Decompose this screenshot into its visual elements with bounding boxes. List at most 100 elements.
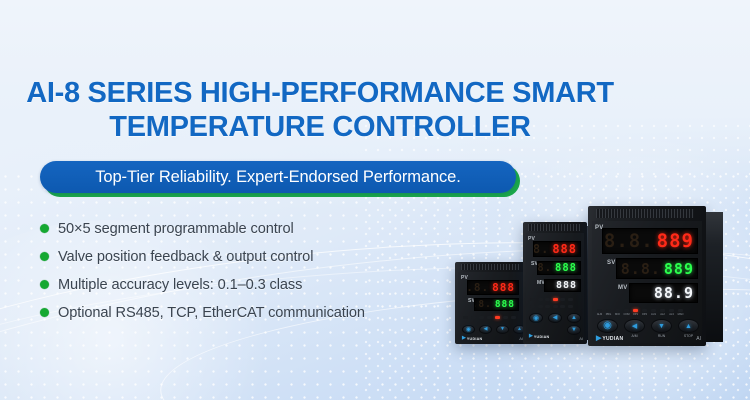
indicator-led-label: MAN	[677, 312, 684, 316]
run-button-small[interactable]: ▼	[496, 325, 509, 334]
tagline-text: Top-Tier Reliability. Expert-Endorsed Pe…	[95, 167, 461, 186]
down-arrow-icon: ▼	[658, 322, 665, 330]
brand-logo-large: ▶ YUDIAN	[596, 335, 623, 342]
indicator-led-label: MIO	[615, 312, 620, 316]
tagline-badge-wrapper: Top-Tier Reliability. Expert-Endorsed Pe…	[40, 161, 520, 197]
display-pv-medium: 8.8. 888	[533, 241, 581, 257]
indicator-led	[552, 305, 558, 308]
indicator-led-label: AL2	[660, 312, 665, 316]
indicator-led-label: OP1	[632, 312, 639, 316]
display-mv-large-value: 88.9	[653, 284, 694, 302]
display-sv-medium: 8.8. 888	[537, 261, 581, 275]
display-sv-small-value: 888	[494, 299, 515, 310]
list-item: Valve position feedback & output control	[40, 244, 470, 269]
indicator-led	[487, 316, 492, 319]
left-arrow-icon: ◀	[631, 322, 638, 330]
run-button-label: RUN	[657, 334, 666, 338]
auto-manual-button-large[interactable]: ◀ A/M	[624, 319, 645, 338]
indicator-led: MAN	[678, 309, 683, 316]
brand-logo-medium: ▶ YUDIAN	[529, 334, 549, 339]
up-arrow-icon: ▲	[685, 322, 692, 330]
power-button-large[interactable]: ◉	[597, 319, 618, 333]
indicator-led	[567, 305, 573, 308]
button-row-medium: ◉ ◀ ▲	[529, 313, 581, 323]
brand-mark-icon: ▶	[596, 335, 602, 342]
list-item: Multiple accuracy levels: 0.1–0.3 class	[40, 272, 470, 297]
display-pv-large: 8.8. 889	[602, 228, 698, 254]
model-label-medium: AI	[579, 336, 583, 341]
indicator-led-row-large: ALM PRG MIO COM OP1 OP2 AU1 AL2 AL3 MAN	[597, 309, 683, 316]
auto-manual-button-medium[interactable]: ◀	[548, 313, 562, 323]
indicator-led: AL2	[660, 309, 665, 316]
stop-button-large[interactable]: ▲ STOP	[678, 319, 699, 338]
indicator-led	[537, 298, 543, 301]
indicator-led	[479, 316, 484, 319]
model-label-small: AI	[519, 336, 523, 341]
power-button-small[interactable]: ◉	[462, 325, 475, 334]
display-sv-small: 8.8. 888	[474, 298, 519, 311]
indicator-led: MIO	[615, 309, 620, 316]
indicator-led	[463, 316, 468, 319]
controller-device-medium: PV 8.8. 888 SV 8.8. 888 MV 888	[523, 222, 593, 344]
display-pv-small: 8.8. 888	[467, 280, 519, 295]
controller-device-small: PV 8.8. 888 SV 8.8. 888	[455, 262, 533, 344]
display-pv-small-value: 888	[492, 281, 515, 294]
indicator-led-row-small	[463, 316, 516, 319]
headline-line-2: TEMPERATURE CONTROLLER	[109, 111, 531, 143]
indicator-led: AL3	[669, 309, 674, 316]
indicator-led	[567, 298, 573, 301]
list-item: 50×5 segment programmable control	[40, 216, 470, 241]
indicator-led-label: ALM	[596, 312, 603, 316]
run-button-medium[interactable]: ▼	[567, 325, 581, 335]
indicator-led	[560, 305, 565, 308]
channel-label-pv-large: PV	[595, 225, 604, 231]
display-sv-large-value: 889	[663, 259, 694, 278]
display-mv-medium-value: 888	[555, 280, 577, 291]
indicator-led-row-medium	[530, 298, 573, 301]
headline-line-1: AI-8 SERIES HIGH-PERFORMANCE SMART	[26, 77, 614, 109]
controller-device-large: PV 8.8. 889 SV 8.8. 889 MV 88.9 ALM PRG	[588, 206, 723, 346]
feature-label: 50×5 segment programmable control	[58, 220, 294, 237]
indicator-led-label: COM	[623, 312, 630, 316]
indicator-led	[552, 298, 558, 301]
tagline-badge: Top-Tier Reliability. Expert-Endorsed Pe…	[40, 161, 516, 193]
indicator-led	[545, 298, 550, 301]
bullet-dot-icon	[40, 280, 49, 289]
channel-label-mv-medium: MV	[537, 280, 545, 286]
indicator-led	[511, 316, 516, 319]
channel-label-mv-large: MV	[618, 285, 628, 291]
channel-label-sv-medium: SV	[531, 261, 539, 267]
button-row2-medium: ▼	[567, 325, 581, 335]
indicator-led: AU1	[651, 309, 656, 316]
display-mv-medium: 888	[544, 279, 581, 292]
power-button-medium[interactable]: ◉	[529, 313, 543, 323]
list-item: Optional RS485, TCP, EtherCAT communicat…	[40, 300, 470, 325]
display-sv-large: 8.8. 889	[616, 258, 698, 279]
display-mv-large: 88.9	[629, 283, 698, 303]
run-button-large[interactable]: ▼ RUN	[651, 319, 672, 338]
indicator-led	[503, 316, 508, 319]
bullet-dot-icon	[40, 308, 49, 317]
indicator-led: PRG	[606, 309, 611, 316]
display-pv-large-value: 889	[656, 230, 694, 252]
indicator-led-row2-medium	[530, 305, 573, 308]
indicator-led-label: PRG	[605, 312, 612, 316]
stop-button-medium[interactable]: ▲	[567, 313, 581, 323]
feature-label: Optional RS485, TCP, EtherCAT communicat…	[58, 304, 365, 321]
feature-list: 50×5 segment programmable control Valve …	[40, 216, 470, 328]
brand-mark-icon: ▶	[462, 335, 466, 341]
indicator-led	[495, 316, 500, 319]
indicator-led-label: AL3	[669, 312, 674, 316]
power-icon: ◉	[603, 320, 612, 331]
indicator-led	[560, 298, 565, 301]
brand-name: YUDIAN	[533, 334, 550, 339]
display-sv-medium-value: 888	[555, 262, 577, 274]
auto-manual-button-small[interactable]: ◀	[479, 325, 492, 334]
channel-label-pv-medium: PV	[528, 236, 536, 242]
brand-mark-icon: ▶	[529, 333, 533, 339]
indicator-led	[530, 305, 535, 308]
model-label-large: AI	[696, 336, 701, 342]
feature-label: Multiple accuracy levels: 0.1–0.3 class	[58, 276, 303, 293]
